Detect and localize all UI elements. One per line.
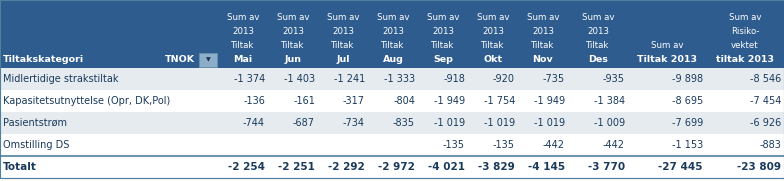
Text: -6 926: -6 926 — [750, 118, 781, 128]
Text: -1 374: -1 374 — [234, 74, 265, 84]
Text: -735: -735 — [543, 74, 565, 84]
Text: -1 019: -1 019 — [534, 118, 565, 128]
Text: -8 546: -8 546 — [750, 74, 781, 84]
Text: Pasientstrøm: Pasientstrøm — [3, 118, 67, 128]
Text: -1 384: -1 384 — [593, 96, 625, 106]
Bar — [0, 112, 784, 134]
Bar — [0, 156, 784, 178]
Text: -7 699: -7 699 — [672, 118, 703, 128]
Text: -8 695: -8 695 — [672, 96, 703, 106]
Text: -2 251: -2 251 — [278, 162, 315, 172]
Text: Totalt: Totalt — [3, 162, 37, 172]
Text: Tiltak: Tiltak — [586, 41, 610, 50]
Text: Sum av: Sum av — [327, 14, 359, 22]
Text: -23 809: -23 809 — [737, 162, 781, 172]
Text: Omstilling DS: Omstilling DS — [3, 140, 69, 150]
Text: Tiltak 2013: Tiltak 2013 — [637, 56, 697, 64]
Text: -1 241: -1 241 — [334, 74, 365, 84]
Text: 2013: 2013 — [382, 28, 404, 37]
Text: vektet: vektet — [731, 41, 759, 50]
Text: -1 949: -1 949 — [434, 96, 465, 106]
Bar — [0, 68, 784, 90]
Text: -2 972: -2 972 — [378, 162, 415, 172]
Text: -442: -442 — [543, 140, 565, 150]
Text: -1 754: -1 754 — [484, 96, 515, 106]
Text: Sum av: Sum av — [377, 14, 409, 22]
Text: -935: -935 — [603, 74, 625, 84]
Text: Tiltak: Tiltak — [481, 41, 505, 50]
Text: -135: -135 — [443, 140, 465, 150]
Text: -2 292: -2 292 — [328, 162, 365, 172]
Bar — [0, 134, 784, 156]
Text: 2013: 2013 — [587, 28, 609, 37]
Text: Midlertidige strakstiltak: Midlertidige strakstiltak — [3, 74, 118, 84]
Text: -3 770: -3 770 — [588, 162, 625, 172]
Text: Tiltakskategori: Tiltakskategori — [3, 56, 84, 64]
Text: -744: -744 — [243, 118, 265, 128]
Text: Sum av: Sum av — [527, 14, 559, 22]
Text: -9 898: -9 898 — [672, 74, 703, 84]
Text: -136: -136 — [243, 96, 265, 106]
Text: Sum av: Sum av — [729, 14, 761, 22]
Text: Okt: Okt — [484, 56, 503, 64]
Text: Des: Des — [588, 56, 608, 64]
Text: -1 019: -1 019 — [484, 118, 515, 128]
Text: -1 009: -1 009 — [593, 118, 625, 128]
Text: Sum av: Sum av — [277, 14, 309, 22]
Text: Aug: Aug — [383, 56, 404, 64]
Text: -4 021: -4 021 — [428, 162, 465, 172]
Text: 2013: 2013 — [482, 28, 504, 37]
Text: 2013: 2013 — [232, 28, 254, 37]
Text: -135: -135 — [493, 140, 515, 150]
Text: -1 153: -1 153 — [672, 140, 703, 150]
Text: tiltak 2013: tiltak 2013 — [716, 56, 774, 64]
Text: Tiltak: Tiltak — [532, 41, 555, 50]
Text: Mai: Mai — [234, 56, 252, 64]
Bar — [199, 53, 217, 67]
Text: Sum av: Sum av — [477, 14, 510, 22]
Text: -1 403: -1 403 — [284, 74, 315, 84]
Text: -918: -918 — [443, 74, 465, 84]
Text: 2013: 2013 — [332, 28, 354, 37]
Text: Kapasitetsutnyttelse (Opr, DK,Pol): Kapasitetsutnyttelse (Opr, DK,Pol) — [3, 96, 170, 106]
Text: -317: -317 — [343, 96, 365, 106]
Text: -442: -442 — [603, 140, 625, 150]
Text: Jul: Jul — [336, 56, 350, 64]
Text: -3 829: -3 829 — [478, 162, 515, 172]
Bar — [0, 0, 784, 68]
Text: Risiko-: Risiko- — [731, 28, 759, 37]
Text: Tiltak: Tiltak — [231, 41, 255, 50]
Text: 2013: 2013 — [432, 28, 454, 37]
Text: -687: -687 — [293, 118, 315, 128]
Text: -883: -883 — [759, 140, 781, 150]
Text: Sum av: Sum av — [227, 14, 260, 22]
Text: Tiltak: Tiltak — [431, 41, 455, 50]
Text: ▼: ▼ — [205, 58, 210, 62]
Text: Tiltak: Tiltak — [381, 41, 405, 50]
Text: -1 333: -1 333 — [384, 74, 415, 84]
Text: -1 949: -1 949 — [534, 96, 565, 106]
Text: -1 019: -1 019 — [434, 118, 465, 128]
Text: -2 254: -2 254 — [228, 162, 265, 172]
Text: 2013: 2013 — [282, 28, 304, 37]
Text: Tiltak: Tiltak — [332, 41, 354, 50]
Bar — [0, 90, 784, 112]
Text: Sum av: Sum av — [426, 14, 459, 22]
Text: Sum av: Sum av — [582, 14, 614, 22]
Text: -920: -920 — [493, 74, 515, 84]
Text: Sep: Sep — [433, 56, 453, 64]
Text: -27 445: -27 445 — [659, 162, 703, 172]
Text: Jun: Jun — [285, 56, 302, 64]
Text: -4 145: -4 145 — [528, 162, 565, 172]
Text: -804: -804 — [393, 96, 415, 106]
Text: TNOK: TNOK — [165, 56, 195, 64]
Text: -161: -161 — [293, 96, 315, 106]
Text: Nov: Nov — [532, 56, 554, 64]
Text: -835: -835 — [393, 118, 415, 128]
Text: Sum av: Sum av — [651, 41, 683, 50]
Text: -7 454: -7 454 — [750, 96, 781, 106]
Text: Tiltak: Tiltak — [281, 41, 305, 50]
Text: 2013: 2013 — [532, 28, 554, 37]
Text: -734: -734 — [343, 118, 365, 128]
